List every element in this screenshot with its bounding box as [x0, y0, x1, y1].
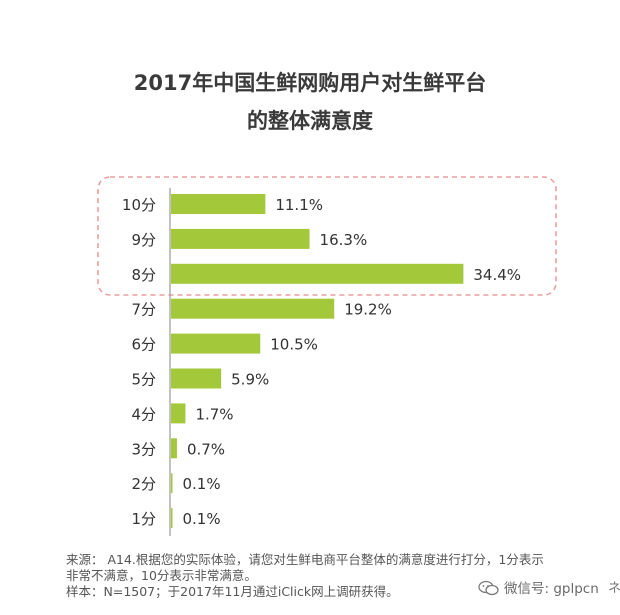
bar	[171, 403, 186, 424]
source-line2: 非常不满意，10分表示非常满意。	[66, 568, 257, 583]
source-note: 来源： A14.根据您的实际体验，请您对生鲜电商平台整体的满意度进行打分，1分表…	[66, 552, 606, 600]
value-label: 16.3%	[320, 231, 368, 249]
chart-title: 2017年中国生鲜网购用户对生鲜平台 的整体满意度	[0, 64, 620, 140]
category-label: 10分	[122, 196, 156, 214]
bar	[171, 263, 464, 284]
bar	[171, 368, 222, 389]
chart-title-line1: 2017年中国生鲜网购用户对生鲜平台	[133, 71, 487, 95]
value-label: 10.5%	[270, 336, 318, 354]
source-line3: 样本：N=1507；于2017年11月通过iClick网上调研获得。	[66, 584, 399, 599]
bar	[171, 508, 173, 529]
value-label: 5.9%	[231, 371, 269, 389]
value-label: 0.7%	[187, 440, 225, 458]
category-label: 2分	[131, 475, 156, 493]
category-label: 3分	[131, 440, 156, 458]
value-label: 34.4%	[473, 266, 521, 284]
category-label: 4分	[131, 405, 156, 423]
value-label: 11.1%	[275, 196, 323, 214]
category-label: 1分	[131, 510, 156, 528]
value-label: 1.7%	[195, 405, 233, 423]
bar	[171, 473, 173, 494]
chart-title-line2: 的整体满意度	[247, 109, 373, 133]
category-label: 6分	[131, 336, 156, 354]
bar	[171, 298, 335, 319]
bottom-cropped-text	[0, 606, 620, 615]
wechat-icon	[478, 580, 499, 596]
wechat-watermark: 微信号: gplpcn	[478, 577, 599, 597]
category-label: 8分	[131, 266, 156, 284]
bar	[171, 194, 266, 214]
bar	[171, 438, 177, 459]
bar	[171, 333, 261, 354]
category-label: 5分	[131, 371, 156, 389]
highlight-box	[97, 176, 557, 296]
category-label: 7分	[131, 301, 156, 319]
category-label: 9分	[131, 231, 156, 249]
source-line1: 来源： A14.根据您的实际体验，请您对生鲜电商平台整体的满意度进行打分，1分表…	[66, 552, 544, 567]
edge-glyph: ネ	[608, 581, 620, 596]
watermark-text: 微信号: gplpcn	[504, 581, 599, 597]
value-label: 19.2%	[344, 301, 392, 319]
value-label: 0.1%	[183, 510, 221, 528]
value-label: 0.1%	[183, 475, 221, 493]
bar	[171, 228, 310, 249]
